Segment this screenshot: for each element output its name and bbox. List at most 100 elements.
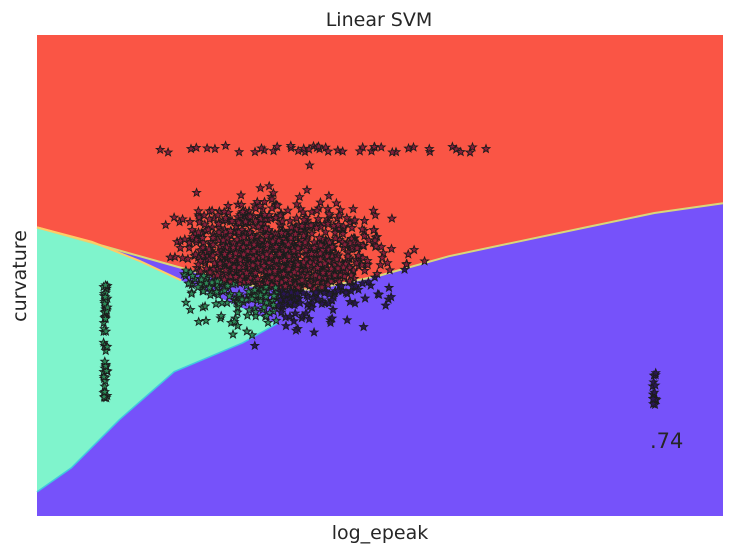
- data-point: [98, 371, 110, 382]
- data-point: [308, 326, 320, 337]
- data-point: [277, 215, 288, 226]
- plot-area: [36, 35, 724, 517]
- data-point: [349, 297, 361, 308]
- data-point: [255, 182, 266, 193]
- data-point: [187, 270, 198, 281]
- data-point: [298, 230, 309, 241]
- data-point: [209, 143, 221, 154]
- data-point: [226, 215, 238, 226]
- data-point: [250, 306, 262, 317]
- data-point: [330, 233, 341, 243]
- data-point: [263, 180, 275, 191]
- data-point: [270, 315, 282, 326]
- data-point: [313, 293, 324, 304]
- data-point: [324, 288, 335, 299]
- data-point: [221, 233, 233, 244]
- data-point: [261, 248, 273, 259]
- data-point: [369, 235, 381, 246]
- data-point: [254, 200, 266, 211]
- data-point: [236, 294, 248, 305]
- data-point: [100, 326, 112, 336]
- data-point: [311, 205, 323, 216]
- data-point: [253, 221, 264, 232]
- data-point: [237, 206, 248, 217]
- data-point: [386, 212, 398, 223]
- data-point: [213, 227, 225, 237]
- data-point: [298, 287, 309, 298]
- data-point: [344, 275, 355, 286]
- data-point: [383, 282, 395, 293]
- data-point: [272, 200, 283, 211]
- data-point: [192, 281, 204, 292]
- data-point: [346, 222, 358, 233]
- data-point: [373, 289, 385, 300]
- data-point: [205, 289, 216, 300]
- data-point: [337, 146, 348, 156]
- data-point: [354, 145, 366, 156]
- data-point: [303, 143, 315, 154]
- data-point: [322, 218, 334, 229]
- data-point: [375, 141, 387, 152]
- data-point: [165, 252, 176, 262]
- data-point: [321, 250, 333, 261]
- data-point: [350, 280, 361, 291]
- data-point: [298, 143, 309, 154]
- data-point: [310, 270, 321, 280]
- data-point: [331, 253, 343, 264]
- data-point: [296, 220, 308, 231]
- data-point: [329, 227, 341, 238]
- x-axis-label: log_epeak: [332, 522, 429, 544]
- data-point: [284, 215, 296, 226]
- data-point: [240, 216, 251, 227]
- data-point: [256, 142, 267, 153]
- data-point: [294, 191, 305, 202]
- data-point: [289, 266, 300, 277]
- data-point: [304, 159, 315, 170]
- data-point: [233, 146, 245, 157]
- data-point: [202, 224, 214, 234]
- data-point: [292, 242, 304, 253]
- data-point: [249, 146, 261, 157]
- data-point: [245, 272, 256, 283]
- data-point: [246, 231, 257, 242]
- data-point: [180, 297, 192, 308]
- data-point: [99, 298, 110, 309]
- data-point: [185, 304, 196, 315]
- data-point: [246, 329, 258, 340]
- data-point: [201, 263, 212, 274]
- data-point: [358, 321, 369, 332]
- data-point: [342, 250, 354, 261]
- data-point: [259, 196, 270, 207]
- data-point: [359, 265, 370, 276]
- data-point: [255, 289, 266, 300]
- data-point: [238, 241, 249, 252]
- data-point: [311, 222, 322, 233]
- data-point: [222, 200, 234, 211]
- data-point: [368, 205, 379, 216]
- data-point: [385, 291, 397, 302]
- data-point: [248, 245, 260, 256]
- data-point: [258, 301, 270, 312]
- data-point: [227, 328, 239, 339]
- data-point: [220, 140, 231, 151]
- data-point: [450, 143, 462, 154]
- data-point: [230, 271, 242, 282]
- data-point: [100, 291, 111, 302]
- data-point: [193, 211, 205, 222]
- data-point: [206, 205, 218, 216]
- data-point: [333, 219, 344, 230]
- data-point: [290, 307, 301, 318]
- data-point: [191, 187, 202, 198]
- data-point: [353, 250, 364, 261]
- data-point: [341, 212, 352, 223]
- data-point: [207, 221, 218, 232]
- data-point: [228, 261, 240, 272]
- data-point: [191, 142, 202, 153]
- data-point: [187, 231, 198, 242]
- data-point: [236, 199, 247, 210]
- data-point: [285, 140, 296, 151]
- data-point: [316, 281, 328, 292]
- data-point: [403, 142, 414, 153]
- data-point: [214, 258, 226, 269]
- data-point: [326, 241, 338, 252]
